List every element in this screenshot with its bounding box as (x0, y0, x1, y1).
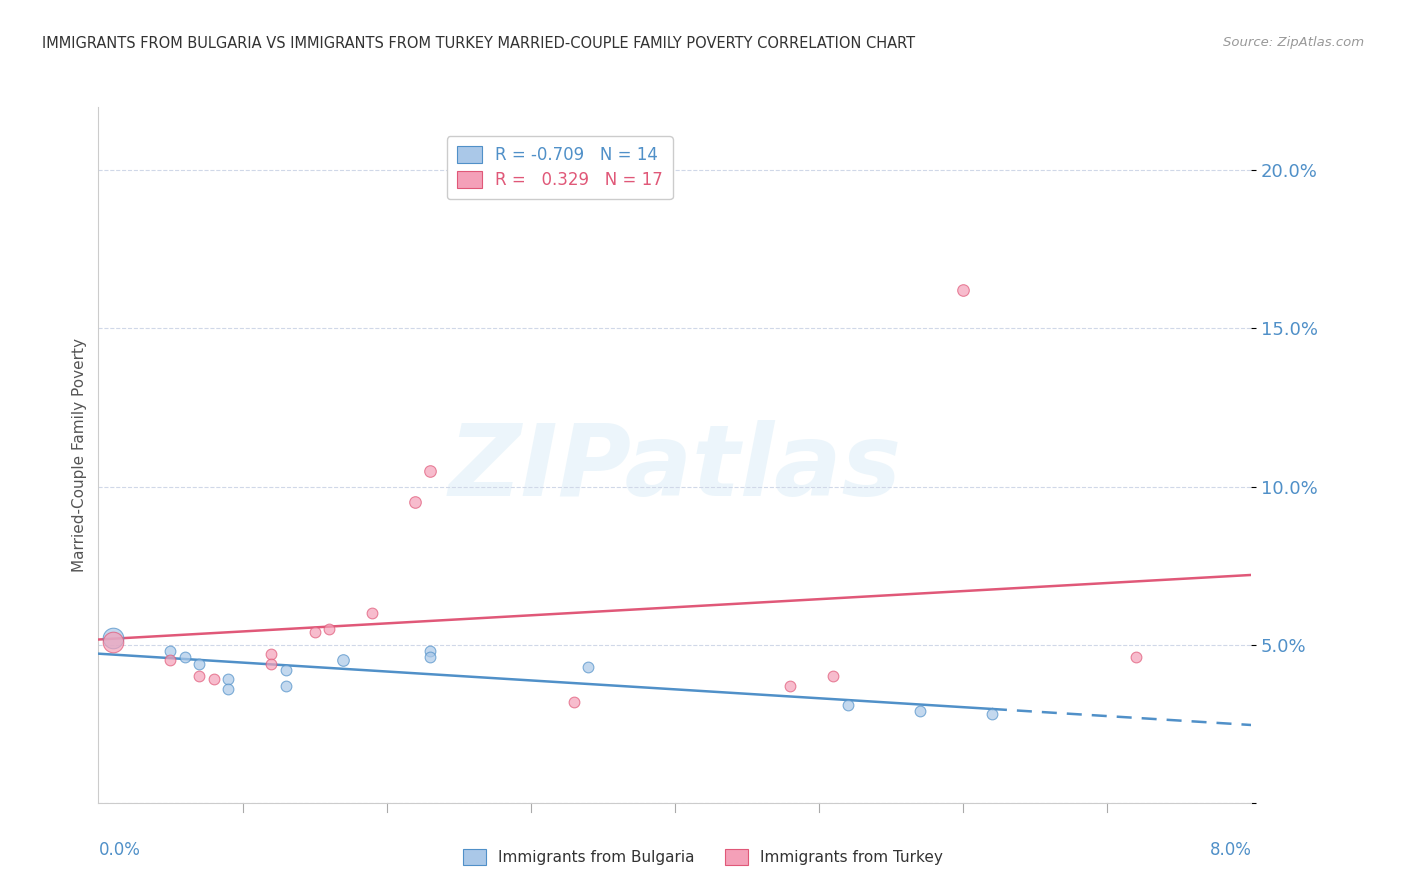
Point (981, 707, 1004, 722)
Legend: R = -0.709   N = 14, R =   0.329   N = 17: R = -0.709 N = 14, R = 0.329 N = 17 (447, 136, 672, 199)
Point (274, 663, 297, 677)
Point (952, 284, 974, 298)
Point (837, 698, 859, 712)
Point (1341, 634, 1364, 648)
Point (779, 679, 801, 693)
Point (274, 679, 297, 693)
Point (188, 669, 211, 683)
Point (823, 669, 845, 683)
Point (217, 681, 239, 696)
Point (405, 495, 427, 509)
Point (260, 657, 283, 671)
Text: IMMIGRANTS FROM BULGARIA VS IMMIGRANTS FROM TURKEY MARRIED-COUPLE FAMILY POVERTY: IMMIGRANTS FROM BULGARIA VS IMMIGRANTS F… (42, 36, 915, 51)
Point (159, 644, 181, 658)
Point (419, 644, 441, 658)
Point (419, 650, 441, 665)
Point (419, 464, 441, 478)
Point (318, 622, 340, 636)
Text: Source: ZipAtlas.com: Source: ZipAtlas.com (1223, 36, 1364, 49)
Point (202, 673, 225, 687)
Point (260, 647, 283, 661)
Point (217, 673, 239, 687)
Point (304, 625, 326, 640)
Text: ZIPatlas: ZIPatlas (449, 420, 901, 517)
Point (562, 695, 585, 709)
Point (361, 606, 384, 620)
Point (332, 653, 354, 667)
Point (908, 704, 931, 718)
Legend: Immigrants from Bulgaria, Immigrants from Turkey: Immigrants from Bulgaria, Immigrants fro… (457, 843, 949, 871)
Point (174, 650, 197, 665)
Point (101, 632, 124, 646)
Point (101, 634, 124, 648)
Point (188, 657, 211, 671)
Text: 0.0%: 0.0% (98, 841, 141, 859)
Text: 8.0%: 8.0% (1209, 841, 1251, 859)
Y-axis label: Married-Couple Family Poverty: Married-Couple Family Poverty (72, 338, 87, 572)
Point (1125, 650, 1147, 665)
Point (578, 660, 600, 674)
Point (159, 653, 181, 667)
